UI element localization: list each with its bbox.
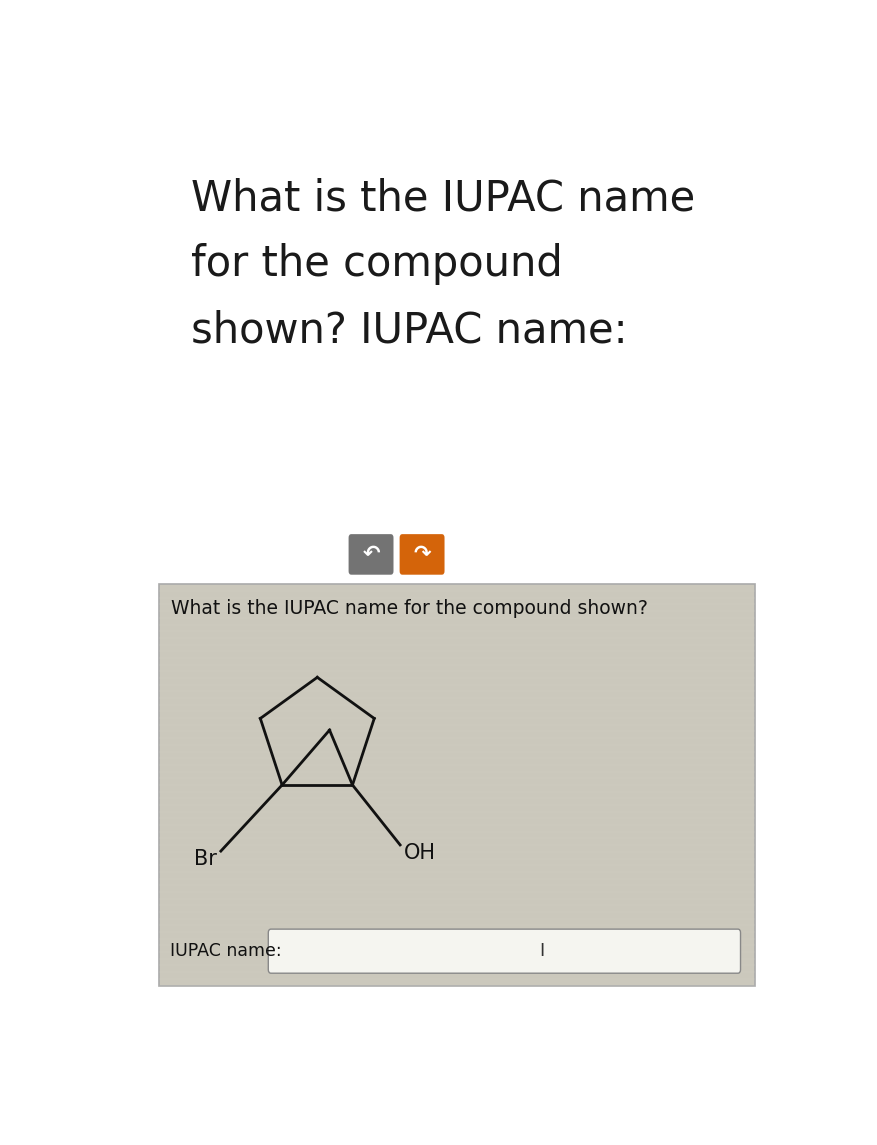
FancyBboxPatch shape [268,929,739,973]
Text: ↷: ↷ [413,544,431,564]
Text: I: I [538,942,544,961]
Text: What is the IUPAC name: What is the IUPAC name [191,177,695,219]
Text: OH: OH [403,843,435,863]
FancyBboxPatch shape [399,534,444,575]
Text: Br: Br [194,850,217,869]
Text: ↶: ↶ [362,544,380,564]
FancyBboxPatch shape [348,534,393,575]
Text: IUPAC name:: IUPAC name: [169,942,281,961]
Text: for the compound: for the compound [191,243,562,285]
Text: shown? IUPAC name:: shown? IUPAC name: [191,309,627,352]
Text: What is the IUPAC name for the compound shown?: What is the IUPAC name for the compound … [171,599,647,617]
Bar [159,584,754,986]
